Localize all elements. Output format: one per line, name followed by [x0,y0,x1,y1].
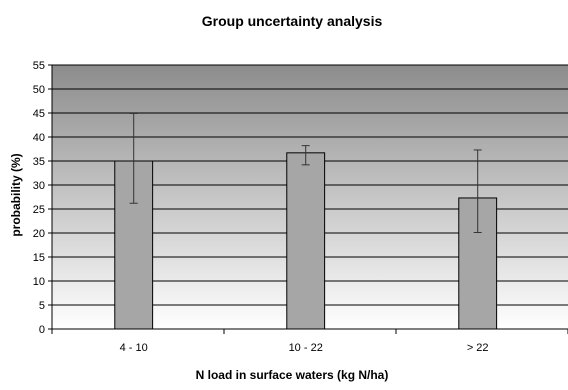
y-tick-label: 15 [33,252,45,264]
x-axis-label: N load in surface waters (kg N/ha) [196,368,389,382]
y-tick-label: 55 [33,60,45,72]
y-tick-label: 10 [33,276,45,288]
x-tick-label: 10 - 22 [289,342,323,354]
y-tick-label: 45 [33,108,45,120]
x-tick-label: > 22 [467,342,489,354]
y-axis-label: probability (%) [9,153,23,236]
y-tick-label: 0 [39,324,45,336]
bar [286,152,326,330]
x-tick-label: 4 - 10 [120,342,148,354]
y-tick-label: 20 [33,228,45,240]
y-tick-label: 35 [33,156,45,168]
chart-title: Group uncertainty analysis [202,13,383,29]
y-tick-label: 30 [33,180,45,192]
plot-area: 0 5 10 15 20 25 30 35 40 45 50 55 4 - 10 10 - 22 > 22 [33,60,568,354]
y-tick-label: 50 [33,84,45,96]
y-tick-label: 25 [33,204,45,216]
y-tick-label: 40 [33,132,45,144]
y-tick-label: 5 [39,300,45,312]
